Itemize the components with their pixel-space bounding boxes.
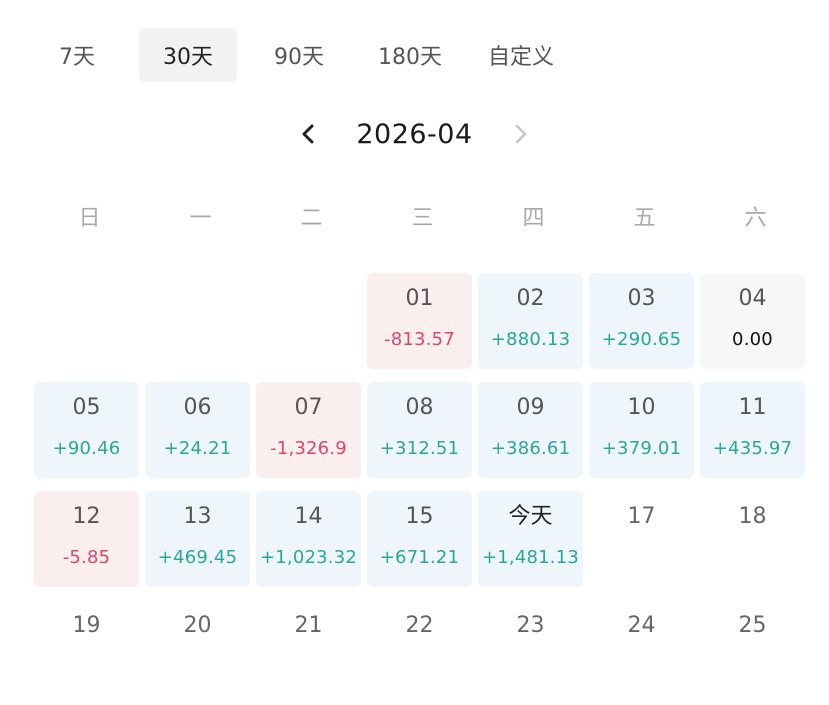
day-cell: 24 <box>589 600 694 696</box>
day-amount: +671.21 <box>379 547 460 568</box>
weekday-label: 日 <box>78 206 101 231</box>
day-cell[interactable]: 01 -813.57 <box>367 273 472 369</box>
day-cell[interactable]: 12 -5.85 <box>34 491 139 587</box>
day-cell: 19 <box>34 600 139 696</box>
day-amount: +24.21 <box>163 438 232 459</box>
day-number: 09 <box>516 395 545 420</box>
day-cell: 18 <box>700 491 805 587</box>
day-number: 15 <box>405 504 434 529</box>
chevron-right-icon[interactable] <box>501 114 541 154</box>
day-number: 14 <box>294 504 323 529</box>
day-number: 24 <box>627 613 656 638</box>
month-navigator: 2026-04 <box>0 106 829 162</box>
day-cell[interactable]: 06 +24.21 <box>145 382 250 478</box>
day-number: 04 <box>738 286 767 311</box>
day-number: 08 <box>405 395 434 420</box>
day-amount: +880.13 <box>490 329 571 350</box>
day-cell[interactable]: 08 +312.51 <box>367 382 472 478</box>
tab-3[interactable]: 180天 <box>378 45 442 70</box>
day-number: 23 <box>516 613 545 638</box>
day-amount: -5.85 <box>62 547 111 568</box>
tab-2[interactable]: 90天 <box>274 45 324 70</box>
weekday-label: 一 <box>189 206 212 231</box>
day-number: 02 <box>516 286 545 311</box>
day-number: 22 <box>405 613 434 638</box>
day-cell[interactable]: 03 +290.65 <box>589 273 694 369</box>
day-number: 07 <box>294 395 323 420</box>
day-amount: +386.61 <box>490 438 571 459</box>
day-number: 今天 <box>508 504 553 529</box>
day-number: 21 <box>294 613 323 638</box>
tab-0[interactable]: 7天 <box>59 45 95 70</box>
day-amount: +435.97 <box>712 438 793 459</box>
day-cell[interactable]: 09 +386.61 <box>478 382 583 478</box>
calendar-grid: 01 -813.57 02 +880.13 03 +290.65 04 0.00 05 +90.4… <box>34 273 805 696</box>
day-number: 12 <box>72 504 101 529</box>
empty-cell <box>34 273 139 369</box>
day-cell: 25 <box>700 600 805 696</box>
weekday-label: 五 <box>633 206 656 231</box>
day-amount: +312.51 <box>379 438 460 459</box>
day-cell[interactable]: 11 +435.97 <box>700 382 805 478</box>
day-amount: +379.01 <box>601 438 682 459</box>
day-cell: 20 <box>145 600 250 696</box>
day-cell[interactable]: 04 0.00 <box>700 273 805 369</box>
day-cell-today[interactable]: 今天 +1,481.13 <box>478 491 583 587</box>
day-amount: +469.45 <box>157 547 238 568</box>
day-amount: -813.57 <box>384 329 455 350</box>
day-amount: +290.65 <box>601 329 682 350</box>
day-number: 25 <box>738 613 767 638</box>
day-number: 18 <box>738 504 767 529</box>
day-number: 20 <box>183 613 212 638</box>
day-number: 03 <box>627 286 656 311</box>
day-cell: 23 <box>478 600 583 696</box>
day-cell[interactable]: 15 +671.21 <box>367 491 472 587</box>
weekday-label: 二 <box>300 206 323 231</box>
day-amount: +1,481.13 <box>481 547 580 568</box>
day-number: 13 <box>183 504 212 529</box>
day-cell[interactable]: 10 +379.01 <box>589 382 694 478</box>
day-number: 11 <box>738 395 767 420</box>
weekday-label: 三 <box>411 206 434 231</box>
day-cell[interactable]: 07 -1,326.9 <box>256 382 361 478</box>
day-number: 01 <box>405 286 434 311</box>
day-cell[interactable]: 02 +880.13 <box>478 273 583 369</box>
day-amount: 0.00 <box>732 329 773 350</box>
day-number: 17 <box>627 504 656 529</box>
weekday-label: 四 <box>522 206 545 231</box>
day-number: 06 <box>183 395 212 420</box>
empty-cell <box>256 273 361 369</box>
tab-4[interactable]: 自定义 <box>487 45 554 70</box>
day-cell: 17 <box>589 491 694 587</box>
day-number: 05 <box>72 395 101 420</box>
empty-cell <box>145 273 250 369</box>
weekday-label: 六 <box>744 206 767 231</box>
day-number: 19 <box>72 613 101 638</box>
day-number: 10 <box>627 395 656 420</box>
day-amount: -1,326.9 <box>270 438 347 459</box>
day-amount: +90.46 <box>52 438 121 459</box>
month-title: 2026-04 <box>356 118 473 150</box>
chevron-left-icon[interactable] <box>288 114 328 154</box>
day-cell[interactable]: 13 +469.45 <box>145 491 250 587</box>
day-cell[interactable]: 14 +1,023.32 <box>256 491 361 587</box>
day-cell: 21 <box>256 600 361 696</box>
range-tabs: 7天 30天 90天 180天 自定义 <box>28 28 583 82</box>
weekday-header: 日一二三四五六 <box>34 196 811 242</box>
day-cell[interactable]: 05 +90.46 <box>34 382 139 478</box>
tab-1[interactable]: 30天 <box>139 28 237 82</box>
day-cell: 22 <box>367 600 472 696</box>
day-amount: +1,023.32 <box>259 547 358 568</box>
